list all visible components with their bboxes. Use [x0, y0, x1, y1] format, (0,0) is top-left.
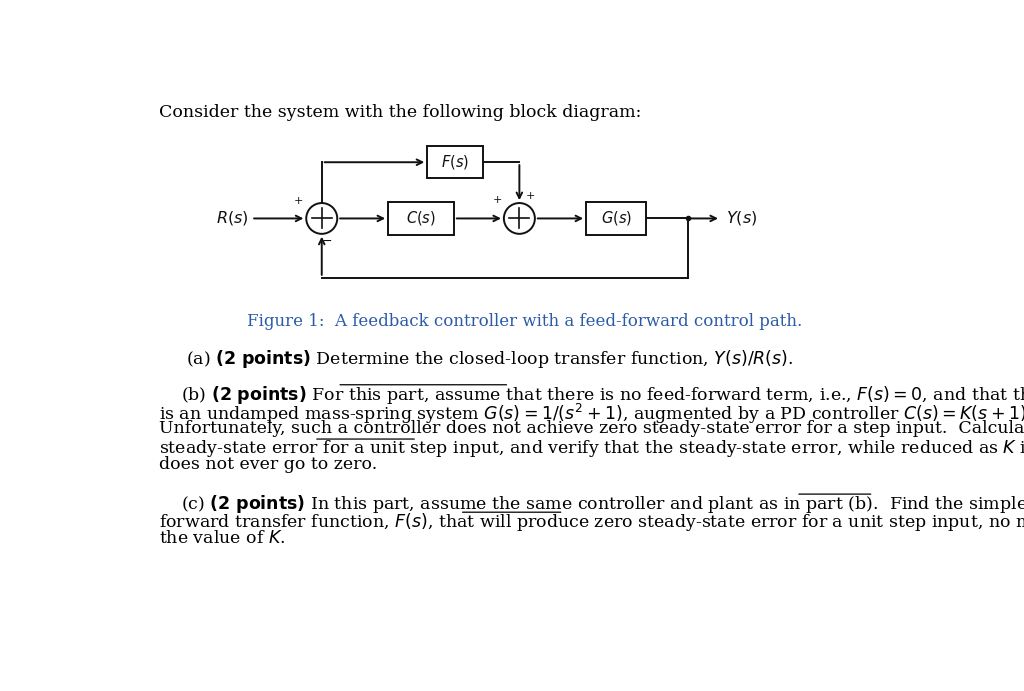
Text: (c) $\bf{(2\ points)}$ In this part, assume the same controller and plant as in : (c) $\bf{(2\ points)}$ In this part, ass…: [159, 493, 1024, 515]
Text: $G(s)$: $G(s)$: [601, 209, 632, 227]
Bar: [427, 146, 483, 178]
Bar: [586, 202, 646, 235]
Text: $Y(s)$: $Y(s)$: [726, 209, 757, 227]
Text: $+$: $+$: [525, 190, 536, 201]
Text: (b) $\bf{(2\ points)}$ For this part, assume that there is no feed-forward term,: (b) $\bf{(2\ points)}$ For this part, as…: [159, 384, 1024, 406]
Bar: [388, 202, 454, 235]
Text: the value of $K$.: the value of $K$.: [159, 529, 286, 547]
Circle shape: [306, 203, 337, 234]
Text: $+$: $+$: [294, 196, 303, 206]
Text: $C(s)$: $C(s)$: [406, 209, 436, 227]
Text: $F(s)$: $F(s)$: [441, 153, 469, 171]
Text: (a) $\bf{(2\ points)}$ Determine the closed-loop transfer function, $Y(s)/R(s)$.: (a) $\bf{(2\ points)}$ Determine the clo…: [186, 348, 794, 370]
Text: Figure 1:  A feedback controller with a feed-forward control path.: Figure 1: A feedback controller with a f…: [247, 313, 803, 330]
Text: $R(s)$: $R(s)$: [215, 209, 248, 227]
Text: Consider the system with the following block diagram:: Consider the system with the following b…: [159, 104, 641, 122]
Circle shape: [504, 203, 535, 234]
Text: is an undamped mass-spring system $G(s) = 1/(s^2 + 1)$, augmented by a PD contro: is an undamped mass-spring system $G(s) …: [159, 402, 1024, 426]
Text: Unfortunately, such a controller does not achieve zero steady-state error for a : Unfortunately, such a controller does no…: [159, 420, 1024, 437]
Text: does not ever go to zero.: does not ever go to zero.: [159, 456, 377, 473]
Text: forward transfer function, $F(s)$, that will produce zero steady-state error for: forward transfer function, $F(s)$, that …: [159, 511, 1024, 533]
Text: steady-state error for a unit step input, and verify that the steady-state error: steady-state error for a unit step input…: [159, 438, 1024, 460]
Text: $-$: $-$: [321, 234, 332, 247]
Text: $+$: $+$: [492, 193, 502, 205]
